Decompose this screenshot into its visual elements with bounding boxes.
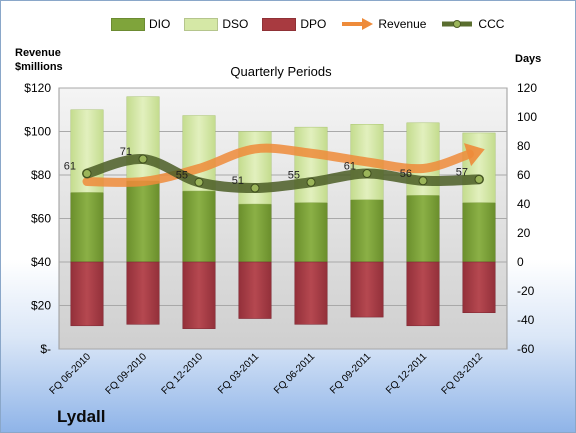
bar-dso	[126, 96, 160, 182]
ccc-point	[306, 177, 316, 187]
x-tick-label: FQ 09-2011	[328, 351, 373, 396]
right-axis-title: Days	[515, 53, 542, 65]
bar-dio	[350, 199, 384, 263]
ccc-data-label: 57	[456, 166, 468, 178]
legend-item-dio: DIO	[111, 17, 170, 31]
bar-dso	[238, 131, 272, 205]
revenue-arrowhead	[463, 143, 485, 167]
legend-swatch-dio	[111, 17, 145, 31]
x-tick-label: FQ 03-2012	[440, 351, 486, 397]
x-tick-label: FQ 03-2011	[216, 351, 261, 396]
left-axis-title: Revenue $millions	[15, 46, 63, 74]
legend-label-ccc: CCC	[478, 17, 505, 31]
legend-item-ccc: CCC	[440, 17, 504, 31]
ccc-data-label: 55	[176, 169, 188, 181]
x-tick-label: FQ 06-2010	[48, 351, 94, 397]
right-tick-label: -40	[517, 313, 535, 327]
bar-dpo	[294, 261, 328, 325]
left-tick-label: $60	[31, 212, 51, 226]
bar-dpo	[462, 261, 496, 313]
x-tick-label: FQ 06-2011	[272, 351, 317, 396]
right-tick-label: -20	[517, 284, 535, 298]
legend-label-dio: DIO	[149, 17, 171, 31]
bar-dpo	[350, 261, 384, 318]
ccc-data-label: 55	[288, 169, 300, 181]
bar-dpo	[126, 261, 160, 325]
legend-item-revenue: Revenue	[340, 17, 426, 31]
bar-dio	[182, 190, 216, 263]
legend-swatch-dso	[184, 17, 219, 31]
bar-dio	[462, 202, 496, 263]
left-tick-label: $120	[24, 81, 51, 95]
ccc-data-label: 71	[120, 146, 132, 158]
company-name: Lydall	[57, 407, 106, 426]
right-tick-label: 40	[517, 197, 531, 211]
left-tick-label: $20	[31, 299, 51, 313]
legend-label-dpo: DPO	[300, 17, 327, 31]
ccc-point	[474, 174, 484, 184]
ccc-data-label: 61	[64, 161, 76, 173]
legend-label-dso: DSO	[222, 17, 249, 31]
x-tick-label: FQ 09-2010	[104, 351, 150, 397]
bar-dio	[126, 180, 160, 263]
legend: DIO DSO DPO Revenue CCC	[111, 15, 518, 33]
bar-dio	[294, 202, 328, 263]
right-tick-label: 120	[517, 81, 537, 95]
ccc-point	[362, 169, 372, 179]
legend-item-dso: DSO	[184, 17, 248, 31]
x-tick-label: FQ 12-2011	[384, 351, 429, 396]
x-tick-label: FQ 12-2010	[160, 351, 206, 397]
right-tick-label: 60	[517, 168, 531, 182]
ccc-line	[82, 154, 484, 194]
legend-item-dpo: DPO	[262, 17, 326, 31]
right-tick-label: 80	[517, 139, 531, 153]
bar-dpo	[238, 261, 272, 319]
ccc-point	[82, 169, 92, 179]
bar-dio	[70, 192, 104, 263]
right-tick-label: 0	[517, 255, 524, 269]
legend-label-revenue: Revenue	[378, 17, 427, 31]
right-tick-label: 100	[517, 110, 537, 124]
ccc-point	[418, 176, 428, 186]
ccc-data-label: 51	[232, 175, 244, 187]
bar-dpo	[182, 261, 216, 329]
left-tick-label: $-	[40, 342, 51, 356]
ccc-point	[138, 154, 148, 164]
legend-swatch-ccc	[442, 20, 473, 28]
ccc-data-label: 61	[344, 161, 356, 173]
left-axis-title-line1: Revenue	[15, 47, 61, 59]
legend-swatch-dpo	[262, 17, 297, 31]
left-tick-label: $80	[31, 168, 51, 182]
right-tick-label: 20	[517, 226, 531, 240]
bar-dso	[294, 126, 328, 203]
left-axis-title-line2: $millions	[15, 61, 63, 73]
bar-dpo	[406, 261, 440, 327]
ccc-data-label: 56	[400, 168, 412, 180]
ccc-point	[194, 177, 204, 187]
left-tick-label: $100	[24, 125, 51, 139]
ccc-point	[250, 183, 260, 193]
revenue-line	[82, 143, 474, 187]
left-tick-label: $40	[31, 255, 51, 269]
chart-subtitle: Quarterly Periods	[230, 64, 332, 79]
right-tick-label: -60	[517, 342, 535, 356]
legend-swatch-revenue	[342, 18, 374, 30]
bar-dio	[406, 195, 440, 263]
bar-dpo	[70, 261, 104, 327]
bar-dio	[238, 203, 272, 263]
